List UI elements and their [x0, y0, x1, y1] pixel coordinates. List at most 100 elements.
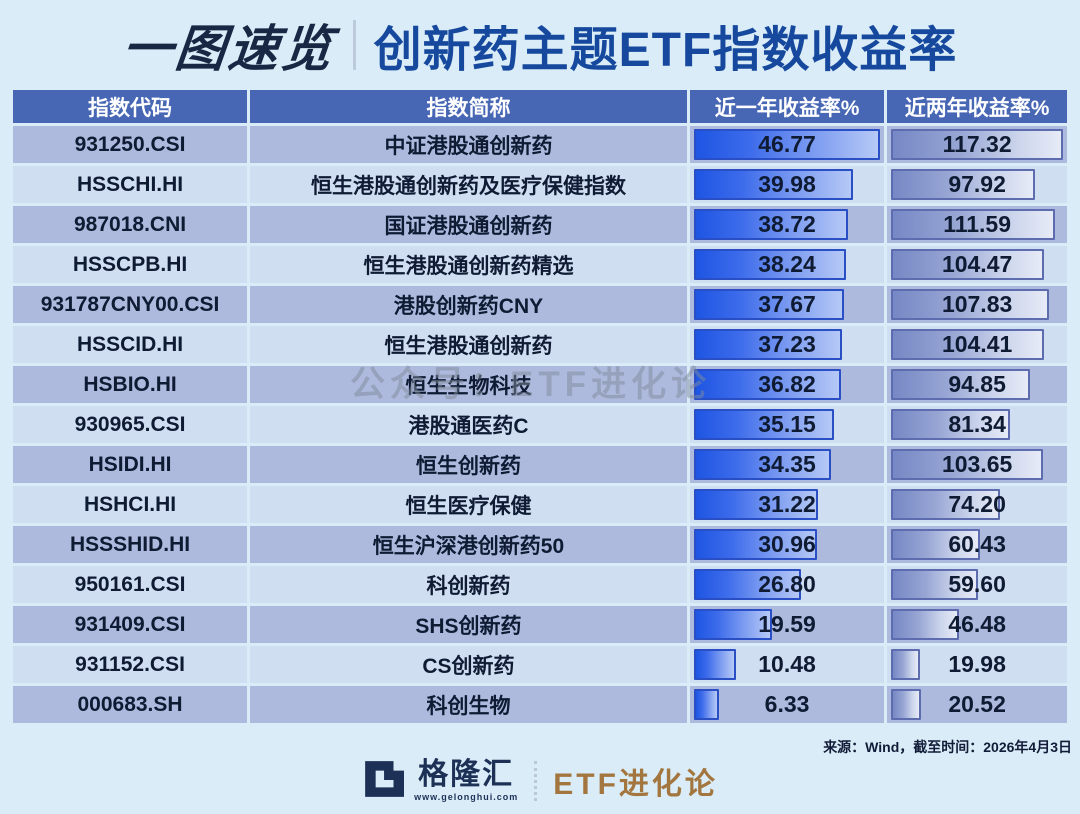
index-name-cell: 国证港股通创新药 — [250, 206, 687, 243]
index-name-cell: 港股通医药C — [250, 406, 687, 443]
year2-return-cell: 81.34 — [887, 406, 1067, 443]
year1-return-cell: 26.80 — [689, 566, 885, 603]
index-code-cell: HSSCID.HI — [13, 326, 248, 363]
year2-return-cell: 19.98 — [887, 646, 1067, 683]
year2-return-cell: 94.85 — [887, 366, 1067, 403]
return-bar — [693, 129, 881, 160]
header-index-name: 指数简称 — [250, 90, 687, 123]
brand-lockup: 格隆汇 www.gelonghui.com — [362, 758, 518, 805]
return-bar — [891, 449, 1043, 480]
index-code-cell: 950161.CSI — [13, 566, 248, 603]
return-value: 34.35 — [758, 451, 816, 477]
year1-return-cell: 46.77 — [689, 126, 885, 163]
etf-return-table: 指数代码 指数简称 近一年收益率% 近两年收益率% 931250.CSI 中证港股… — [10, 87, 1070, 726]
year2-return-cell: 97.92 — [887, 166, 1067, 203]
index-name-cell: 中证港股通创新药 — [250, 126, 687, 163]
return-bar — [891, 689, 922, 720]
return-value: 103.65 — [941, 451, 1013, 477]
year2-return-cell: 59.60 — [887, 566, 1067, 603]
index-name-cell: 恒生医疗保健 — [250, 486, 687, 523]
table-row: 000683.SH 科创生物 6.33 20.52 — [13, 686, 1067, 723]
year2-return-cell: 60.43 — [887, 526, 1067, 563]
return-bar — [693, 289, 844, 320]
index-name-cell: 恒生港股通创新药精选 — [250, 246, 687, 283]
footer-divider — [534, 761, 538, 801]
return-value: 37.23 — [758, 331, 816, 357]
return-bar — [891, 129, 1063, 160]
index-code-cell: 931152.CSI — [13, 646, 248, 683]
index-code-cell: HSSSHID.HI — [13, 526, 248, 563]
channel-name: ETF进化论 — [553, 768, 718, 801]
brand-text: 格隆汇 www.gelonghui.com — [414, 760, 518, 802]
index-code-cell: HSSCPB.HI — [13, 246, 248, 283]
return-value: 111.59 — [943, 211, 1012, 237]
table-row: 931787CNY00.CSI 港股创新药CNY 37.67 107.83 — [13, 286, 1067, 323]
return-bar — [891, 369, 1031, 400]
table-row: HSHCI.HI 恒生医疗保健 31.22 74.20 — [13, 486, 1067, 523]
return-bar — [693, 249, 847, 280]
index-code-cell: 931409.CSI — [13, 606, 248, 643]
year1-return-cell: 6.33 — [689, 686, 885, 723]
index-name-cell: CS创新药 — [250, 646, 687, 683]
return-bar — [693, 329, 843, 360]
return-value: 36.82 — [758, 371, 816, 397]
table-row: HSSCPB.HI 恒生港股通创新药精选 38.24 104.47 — [13, 246, 1067, 283]
return-bar — [891, 289, 1050, 320]
index-code-cell: 000683.SH — [13, 686, 248, 723]
brand-name: 格隆汇 — [418, 758, 515, 791]
title-main: 创新药主题ETF指数收益率 — [373, 24, 958, 77]
return-value: 94.85 — [948, 371, 1006, 397]
year2-return-cell: 104.47 — [887, 246, 1067, 283]
source-note: 来源：Wind，截至时间：2026年4月3日 — [823, 739, 1072, 755]
table-body: 931250.CSI 中证港股通创新药 46.77 117.32 HSSCHI.HI 恒生… — [13, 126, 1067, 723]
year1-return-cell: 36.82 — [689, 366, 885, 403]
return-bar — [693, 449, 831, 480]
index-code-cell: HSIDI.HI — [13, 446, 248, 483]
year2-return-cell: 103.65 — [887, 446, 1067, 483]
return-bar — [891, 329, 1045, 360]
return-bar — [693, 649, 736, 680]
return-bar — [693, 569, 801, 600]
return-value: 10.48 — [758, 651, 816, 677]
year2-return-cell: 117.32 — [887, 126, 1067, 163]
return-value: 38.24 — [758, 251, 816, 277]
return-value: 104.41 — [941, 331, 1013, 357]
table-row: HSSSHID.HI 恒生沪深港创新药50 30.96 60.43 — [13, 526, 1067, 563]
return-bar — [693, 529, 818, 560]
index-name-cell: 恒生港股通创新药及医疗保健指数 — [250, 166, 687, 203]
index-name-cell: 恒生创新药 — [250, 446, 687, 483]
index-name-cell: 恒生沪深港创新药50 — [250, 526, 687, 563]
return-bar — [891, 649, 921, 680]
table-row: HSSCID.HI 恒生港股通创新药 37.23 104.41 — [13, 326, 1067, 363]
return-bar — [693, 169, 854, 200]
index-name-cell: 科创生物 — [250, 686, 687, 723]
return-value: 19.98 — [948, 651, 1006, 677]
return-value: 74.20 — [948, 491, 1006, 517]
year1-return-cell: 39.98 — [689, 166, 885, 203]
return-value: 19.59 — [758, 611, 816, 637]
footer: 格隆汇 www.gelonghui.com ETF进化论 — [0, 755, 1080, 807]
return-bar — [693, 489, 819, 520]
return-value: 46.48 — [948, 611, 1006, 637]
table-row: 930965.CSI 港股通医药C 35.15 81.34 — [13, 406, 1067, 443]
return-bar — [693, 689, 720, 720]
table-row: HSSCHI.HI 恒生港股通创新药及医疗保健指数 39.98 97.92 — [13, 166, 1067, 203]
table-row: 931250.CSI 中证港股通创新药 46.77 117.32 — [13, 126, 1067, 163]
year1-return-cell: 34.35 — [689, 446, 885, 483]
return-bar — [891, 489, 1000, 520]
return-value: 81.34 — [948, 411, 1006, 437]
header-index-code: 指数代码 — [13, 90, 248, 123]
index-code-cell: 931787CNY00.CSI — [13, 286, 248, 323]
title-badge: 一图速览 — [119, 21, 338, 77]
return-value: 38.72 — [758, 211, 816, 237]
index-name-cell: SHS创新药 — [250, 606, 687, 643]
table-row: 950161.CSI 科创新药 26.80 59.60 — [13, 566, 1067, 603]
return-bar — [891, 169, 1035, 200]
header-year1-return: 近一年收益率% — [689, 90, 885, 123]
return-bar — [891, 609, 960, 640]
return-bar — [693, 409, 835, 440]
year1-return-cell: 38.72 — [689, 206, 885, 243]
year1-return-cell: 38.24 — [689, 246, 885, 283]
return-bar — [891, 209, 1055, 240]
